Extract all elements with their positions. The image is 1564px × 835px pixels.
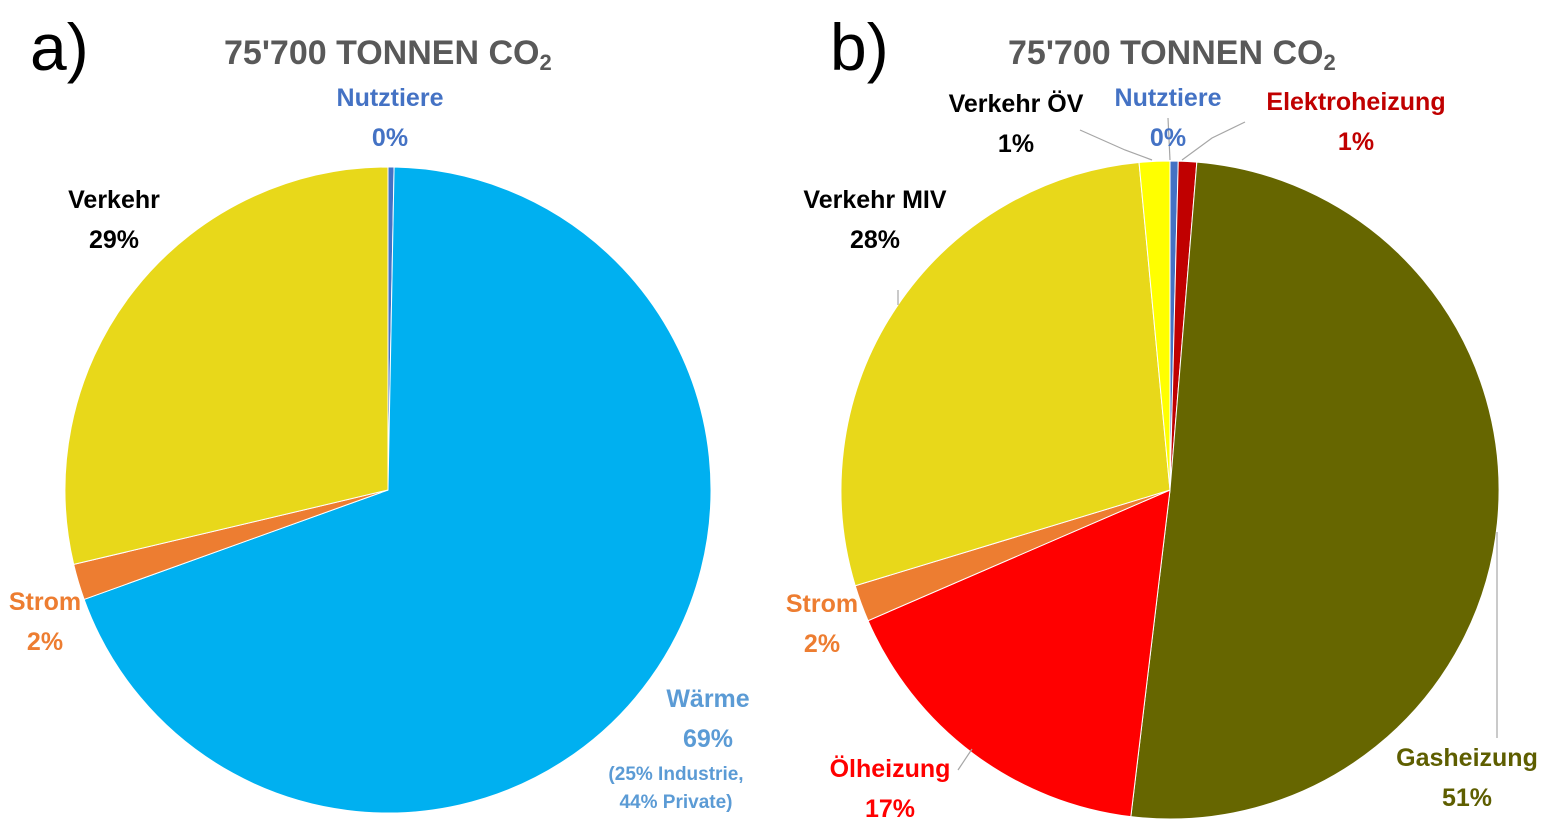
pie-a-slice-verkehr	[64, 166, 389, 566]
leader-lines	[897, 117, 1498, 771]
slice-labels: Nutztiere 0% Wärme 69% (25% Industrie, 44% Pr…	[9, 84, 1538, 823]
pie-b-label-gasheizung: Gasheizung	[1396, 744, 1538, 772]
pie-b-leader-nutztiere	[1167, 117, 1171, 161]
pie-b-leader-verkehr-oev	[1079, 129, 1153, 161]
pie-b-label-nutztiere: Nutztiere	[1115, 84, 1222, 112]
panel-a-letter: a)	[30, 10, 89, 84]
chart-b-title: 75'700 TONNEN CO2	[1008, 36, 1336, 74]
pie-a-slice-waerme	[83, 166, 712, 814]
pie-a-label-waerme: Wärme	[666, 685, 749, 713]
pie-b-label-strom: Strom	[786, 590, 858, 618]
pie-a-label-verkehr: Verkehr	[68, 186, 160, 214]
pie-b-percent-verkehr-miv: 28%	[850, 226, 900, 254]
pie-b-percent-gasheizung: 51%	[1442, 784, 1492, 812]
pie-b-slice-verkehr-oev	[1138, 160, 1171, 491]
pie-a-label-strom: Strom	[9, 588, 81, 616]
pie-a-label-nutztiere: Nutztiere	[337, 84, 444, 112]
pie-a-note-waerme-1: (25% Industrie,	[608, 764, 743, 785]
pie-b-leader-elektroheizung	[1181, 121, 1246, 161]
pie-b-slice-gasheizung	[1130, 161, 1500, 820]
pie-a-note-waerme-2: 44% Private)	[619, 792, 732, 813]
pie-b-percent-strom: 2%	[804, 630, 840, 658]
pie-b-leader-oelheizung	[957, 748, 973, 771]
pie-b-slice-verkehr-miv	[840, 161, 1171, 587]
pie-b-percent-verkehr-oev: 1%	[998, 130, 1034, 158]
panel-b-letter: b)	[830, 10, 889, 84]
pie-b-label-verkehr-oev: Verkehr ÖV	[949, 89, 1084, 118]
chart-a-title-text: 75'700 TONNEN CO	[224, 34, 540, 72]
pie-a-percent-verkehr: 29%	[89, 226, 139, 254]
chart-b-title-text: 75'700 TONNEN CO	[1008, 34, 1324, 72]
pie-b-percent-nutztiere: 0%	[1150, 124, 1186, 152]
pie-a-percent-strom: 2%	[27, 628, 63, 656]
pie-chart-a	[64, 166, 712, 814]
pie-a-percent-nutztiere: 0%	[372, 124, 408, 152]
chart-a-title: 75'700 TONNEN CO2	[224, 36, 552, 74]
pie-chart-b	[840, 160, 1500, 820]
pie-b-label-elektroheizung: Elektroheizung	[1266, 88, 1445, 116]
pie-b-label-oelheizung: Ölheizung	[830, 754, 951, 783]
pie-a-percent-waerme: 69%	[683, 725, 733, 753]
pie-b-percent-elektroheizung: 1%	[1338, 128, 1374, 156]
pie-b-slice-oelheizung	[867, 489, 1171, 818]
pie-b-label-verkehr-miv: Verkehr MIV	[803, 186, 946, 214]
chart-a-title-subscript: 2	[539, 50, 552, 75]
pie-b-percent-oelheizung: 17%	[865, 795, 915, 823]
chart-b-title-subscript: 2	[1323, 50, 1336, 75]
